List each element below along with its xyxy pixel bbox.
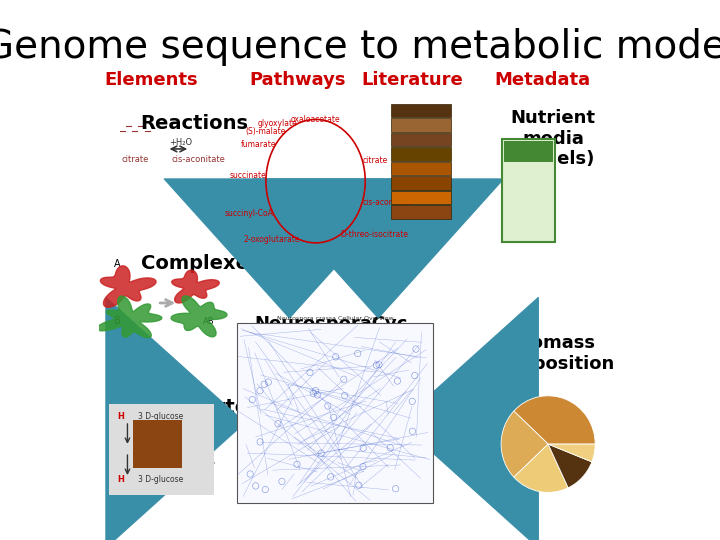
Text: 3 D-glucose: 3 D-glucose — [138, 412, 183, 421]
FancyBboxPatch shape — [502, 139, 555, 242]
Wedge shape — [514, 396, 595, 444]
Text: citrate: citrate — [362, 156, 387, 165]
Text: Genome sequence to metabolic model: Genome sequence to metabolic model — [0, 28, 720, 66]
Text: 2-oxoglutarate: 2-oxoglutarate — [244, 235, 300, 244]
Text: Reactions: Reactions — [140, 114, 248, 133]
Text: H: H — [117, 412, 124, 421]
Text: NeurosporaCyc: NeurosporaCyc — [255, 315, 408, 333]
Text: AB: AB — [203, 318, 215, 327]
Text: cis-aconitate: cis-aconitate — [171, 156, 225, 164]
Text: succinate: succinate — [230, 171, 266, 180]
Text: succinyl-CoA: succinyl-CoA — [225, 210, 274, 218]
FancyBboxPatch shape — [392, 191, 451, 204]
Text: Pathways: Pathways — [249, 71, 346, 89]
Text: Complexes: Complexes — [140, 254, 260, 273]
Text: B: B — [114, 316, 121, 327]
Text: A: A — [114, 259, 121, 269]
Text: cis-aconitate: cis-aconitate — [362, 198, 412, 207]
Text: oxaloacetate: oxaloacetate — [291, 115, 341, 124]
Text: Neurospora crassa Cellular Overview: Neurospora crassa Cellular Overview — [276, 316, 394, 321]
FancyBboxPatch shape — [237, 323, 433, 503]
FancyBboxPatch shape — [392, 162, 451, 176]
Text: 3 D-glucose: 3 D-glucose — [138, 475, 183, 484]
FancyBboxPatch shape — [504, 141, 554, 163]
Text: Transporters: Transporters — [130, 399, 270, 417]
Wedge shape — [548, 444, 592, 488]
FancyBboxPatch shape — [392, 104, 451, 117]
Text: Elements: Elements — [104, 71, 198, 89]
Wedge shape — [548, 444, 595, 462]
Text: Nutrient
media
(Vogels): Nutrient media (Vogels) — [511, 109, 596, 168]
Text: Biomass
composition: Biomass composition — [492, 334, 615, 373]
Polygon shape — [96, 296, 162, 338]
Polygon shape — [172, 270, 219, 303]
FancyBboxPatch shape — [392, 133, 451, 146]
Text: Metadata: Metadata — [495, 71, 591, 89]
FancyBboxPatch shape — [392, 177, 451, 190]
Text: Literature: Literature — [361, 71, 463, 89]
FancyBboxPatch shape — [392, 205, 451, 219]
Text: (S)-malate: (S)-malate — [246, 127, 286, 137]
Text: A.Vogel: A.Vogel — [516, 179, 542, 185]
Text: citrate: citrate — [122, 156, 149, 164]
FancyBboxPatch shape — [392, 147, 451, 161]
Text: fumarate: fumarate — [240, 139, 276, 148]
Text: glyoxylate: glyoxylate — [257, 119, 297, 129]
Text: H: H — [117, 475, 124, 484]
Wedge shape — [501, 411, 548, 477]
Text: +H₂O: +H₂O — [168, 138, 192, 147]
FancyBboxPatch shape — [109, 404, 214, 495]
Wedge shape — [514, 444, 568, 492]
FancyBboxPatch shape — [392, 118, 451, 132]
FancyBboxPatch shape — [132, 420, 182, 468]
Text: D-threo-isocitrate: D-threo-isocitrate — [341, 230, 408, 239]
Polygon shape — [100, 266, 156, 307]
Polygon shape — [171, 296, 227, 337]
